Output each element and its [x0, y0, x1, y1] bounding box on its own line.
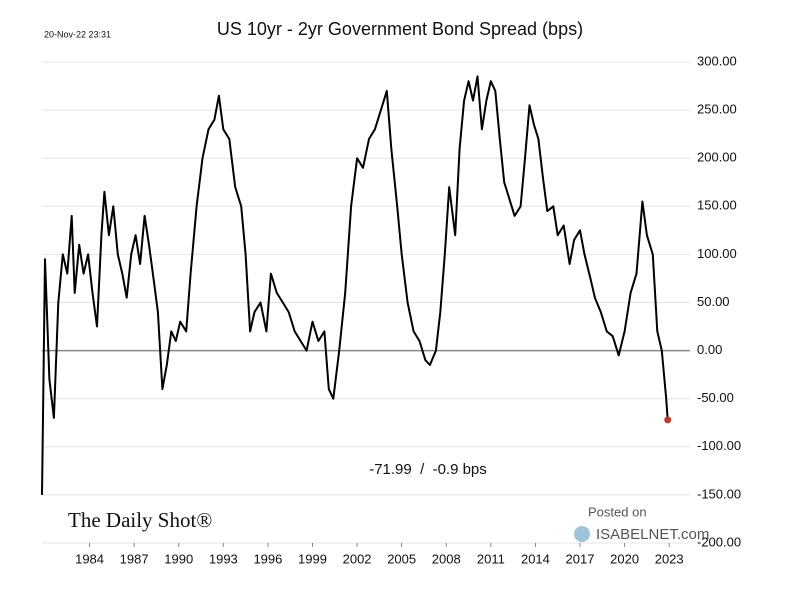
y-tick-label: 100.00: [697, 246, 737, 261]
watermark: ISABELNET.com: [596, 526, 709, 543]
y-tick-label: 300.00: [697, 53, 737, 68]
y-tick-label: -150.00: [697, 486, 741, 501]
y-tick-label: 0.00: [697, 342, 722, 357]
x-tick-label: 1984: [75, 551, 104, 566]
last-value-note: -71.99 / -0.9 bps: [369, 461, 487, 478]
x-tick-label: 1996: [253, 551, 282, 566]
x-tick-label: 1993: [209, 551, 238, 566]
spread-line: [41, 75, 669, 495]
x-tick-label: 2011: [477, 551, 505, 566]
x-tick-label: 2005: [387, 551, 416, 566]
y-tick-label: 250.00: [697, 102, 737, 117]
timestamp: 20-Nov-22 23:31: [44, 29, 111, 39]
x-tick-label: 2020: [610, 551, 639, 566]
y-tick-label: -100.00: [697, 438, 741, 453]
chart-title: US 10yr - 2yr Government Bond Spread (bp…: [217, 19, 583, 39]
x-tick-label: 2014: [521, 551, 550, 566]
x-tick-label: 2008: [432, 551, 461, 566]
y-tick-label: 50.00: [697, 294, 730, 309]
watermark: The Daily Shot®: [68, 508, 212, 532]
x-tick-label: 2017: [566, 551, 595, 566]
watermark: Posted on: [588, 504, 647, 519]
x-tick-label: 2023: [655, 551, 684, 566]
x-tick-label: 1990: [164, 551, 193, 566]
x-tick-label: 1987: [120, 551, 149, 566]
y-tick-label: 150.00: [697, 198, 737, 213]
y-tick-label: 200.00: [697, 150, 737, 165]
x-tick-label: 1999: [298, 551, 327, 566]
watermark-icon: [574, 526, 590, 542]
x-tick-label: 2002: [343, 551, 372, 566]
last-point: [664, 416, 672, 424]
y-tick-label: -50.00: [697, 390, 734, 405]
y-tick-label: -200.00: [697, 534, 741, 549]
